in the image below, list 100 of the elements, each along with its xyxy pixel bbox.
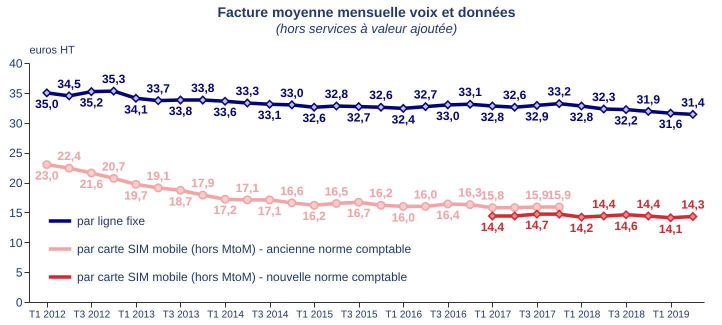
data-label: 14,2: [570, 221, 594, 236]
legend-label: par ligne fixe: [77, 214, 146, 228]
x-tick-label: T3 2013: [162, 310, 200, 320]
data-label: 32,6: [369, 88, 393, 102]
data-label: 31,9: [636, 92, 660, 106]
data-label: 16,0: [414, 187, 438, 202]
point: [176, 186, 185, 195]
data-label: 16,5: [324, 184, 348, 198]
point: [421, 202, 430, 211]
point: [398, 202, 408, 211]
data-label: 32,2: [614, 114, 638, 128]
data-label: 23,0: [35, 168, 59, 183]
point: [109, 174, 118, 183]
point: [443, 200, 452, 208]
point: [577, 212, 586, 222]
x-tick-label: T3 2017: [519, 310, 556, 320]
point: [622, 105, 630, 114]
data-label: 16,2: [369, 186, 393, 200]
data-label: 16,2: [302, 209, 326, 224]
data-label: 35,0: [35, 96, 59, 111]
data-label: 14,3: [681, 198, 705, 212]
data-label: 21,6: [80, 176, 104, 191]
data-label: 31,6: [658, 117, 683, 132]
x-tick-label: T1 2019: [652, 310, 690, 320]
point: [577, 102, 586, 110]
data-label: 32,4: [392, 112, 416, 126]
data-label: 33,8: [168, 104, 192, 118]
data-label: 32,6: [502, 88, 527, 102]
data-label: 32,7: [347, 110, 371, 125]
x-tick-label: T1 2018: [564, 310, 601, 320]
point: [488, 203, 497, 212]
y-tick-label: 20: [9, 176, 23, 190]
data-label: 32,8: [324, 87, 348, 102]
point: [64, 91, 74, 100]
y-tick-label: 15: [9, 206, 23, 220]
data-label: 14,7: [525, 218, 549, 232]
point: [42, 160, 52, 170]
x-tick-label: T1 2014: [207, 310, 244, 320]
point: [510, 203, 520, 212]
data-label: 15,9: [548, 188, 572, 202]
point: [242, 195, 252, 204]
y-tick-label: 35: [9, 86, 23, 100]
point: [332, 198, 341, 208]
x-tick-label: T1 2012: [28, 310, 66, 320]
point: [154, 183, 163, 192]
data-label: 20,7: [102, 159, 126, 174]
data-label: 34,1: [124, 102, 148, 116]
data-label: 33,2: [548, 84, 572, 99]
x-tick-label: T1 2013: [118, 310, 156, 320]
data-label: 14,1: [658, 222, 683, 236]
data-label: 33,0: [280, 86, 304, 100]
data-label: 33,3: [236, 84, 260, 98]
x-tick-label: T3 2012: [74, 310, 111, 320]
chart-subtitle: (hors services à valeur ajoutée): [276, 21, 458, 36]
point: [376, 200, 386, 210]
data-label: 17,1: [236, 180, 260, 195]
data-label: 33,7: [146, 82, 170, 96]
point: [398, 104, 408, 113]
data-label: 34,5: [57, 76, 82, 91]
point: [176, 96, 185, 105]
point: [554, 202, 564, 212]
legend-label: par carte SIM mobile (hors MtoM) - ancienne norme comptable: [77, 242, 412, 256]
data-label: 32,9: [525, 109, 549, 124]
data-label: 17,1: [258, 204, 282, 218]
data-label: 33,8: [191, 81, 215, 96]
data-label: 15,9: [525, 188, 549, 202]
data-label: 14,4: [592, 196, 616, 211]
data-label: 16,3: [458, 186, 482, 200]
point: [532, 210, 542, 219]
data-label: 14,4: [480, 220, 504, 234]
point: [466, 200, 475, 210]
point: [554, 99, 564, 108]
x-tick-label: T1 2016: [385, 310, 423, 320]
y-tick-label: 10: [9, 236, 23, 250]
data-label: 19,1: [146, 168, 170, 183]
data-label: 31,4: [681, 95, 705, 110]
data-label: 22,4: [57, 149, 82, 164]
point: [86, 87, 96, 96]
data-label: 35,3: [102, 72, 126, 86]
x-tick-label: T3 2014: [252, 310, 289, 320]
x-tick-label: T3 2016: [430, 310, 468, 320]
point: [644, 106, 653, 116]
data-label: 16,6: [280, 184, 304, 198]
y-axis-title: euros HT: [30, 44, 76, 56]
point: [265, 195, 274, 204]
point: [532, 202, 542, 212]
point: [86, 168, 96, 178]
data-label: 33,0: [436, 108, 460, 123]
y-tick-label: 40: [9, 56, 23, 70]
point: [510, 102, 520, 112]
data-label: 32,7: [414, 88, 438, 102]
point: [42, 88, 52, 98]
point: [354, 198, 364, 207]
data-label: 33,1: [458, 85, 482, 100]
y-tick-label: 30: [9, 116, 23, 130]
point: [198, 190, 208, 200]
point: [131, 180, 140, 189]
point: [220, 194, 230, 204]
x-tick-label: T3 2015: [340, 310, 378, 320]
legend-label: par carte SIM mobile (hors MtoM) - nouvelle norme comptable: [77, 270, 408, 284]
